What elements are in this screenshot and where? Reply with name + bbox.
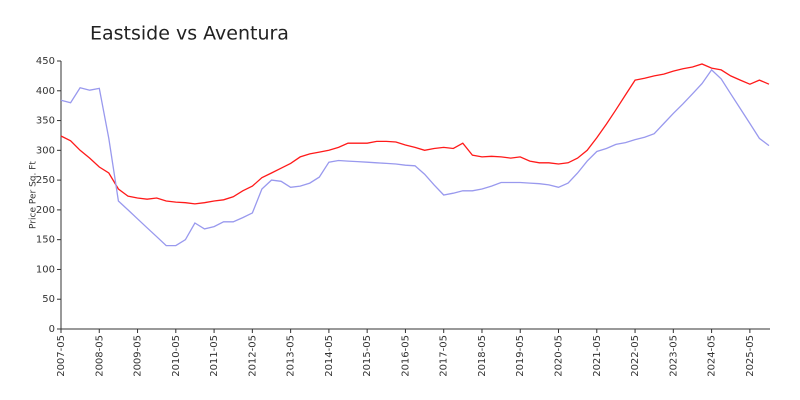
x-tick-label: 2025-05 [745, 335, 756, 377]
y-axis-label: Price Per Sq. Ft [29, 161, 39, 229]
y-tick-label: 0 [49, 324, 55, 335]
y-tick-label: 450 [36, 56, 55, 67]
x-tick-label: 2018-05 [477, 335, 488, 377]
x-tick-label: 2009-05 [133, 335, 144, 377]
x-tick-label: 2015-05 [362, 335, 373, 377]
y-tick-label: 250 [36, 175, 55, 186]
x-tick-label: 2019-05 [515, 335, 526, 377]
x-tick-label: 2017-05 [439, 335, 450, 377]
x-tick-label: 2021-05 [592, 335, 603, 377]
x-tick-label: 2012-05 [247, 335, 258, 377]
y-tick-label: 100 [36, 264, 55, 275]
x-tick-label: 2011-05 [209, 335, 220, 377]
x-tick-label: 2020-05 [554, 335, 565, 377]
line-series [60, 68, 770, 247]
y-tick-label: 400 [36, 86, 55, 97]
y-tick-label: 300 [36, 145, 55, 156]
x-tick-label: 2014-05 [324, 335, 335, 377]
x-tick-label: 2010-05 [171, 335, 182, 377]
y-tick-label: 350 [36, 116, 55, 127]
x-tick-label: 2013-05 [286, 335, 297, 377]
x-tick-label: 2008-05 [94, 335, 105, 377]
line-series [60, 63, 770, 205]
y-tick-label: 50 [42, 294, 55, 305]
x-tick-label: 2022-05 [630, 335, 641, 377]
y-tick-label: 200 [36, 205, 55, 216]
x-tick-label: 2007-05 [56, 335, 67, 377]
y-tick-label: 150 [36, 235, 55, 246]
x-tick-label: 2016-05 [400, 335, 411, 377]
x-tick-label: 2023-05 [668, 335, 679, 377]
x-tick-label: 2024-05 [707, 335, 718, 377]
chart-title: Eastside vs Aventura [90, 23, 289, 45]
